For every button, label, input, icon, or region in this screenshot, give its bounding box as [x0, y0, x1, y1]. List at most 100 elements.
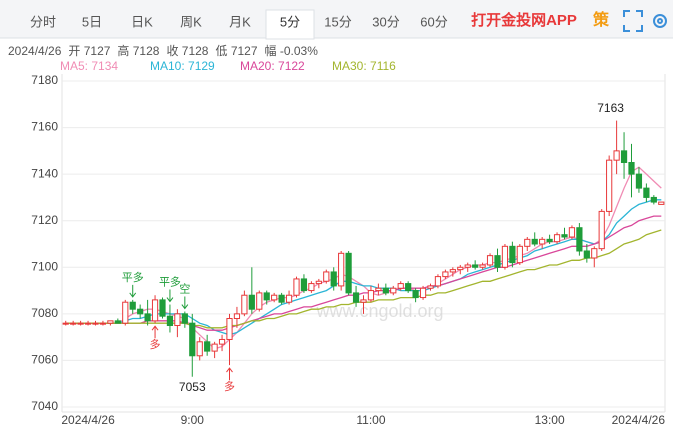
- candle-body: [405, 283, 412, 292]
- candle-body: [479, 264, 486, 268]
- tab[interactable]: 5分: [280, 14, 300, 29]
- candle-body: [606, 159, 613, 212]
- candle-body: [271, 294, 278, 301]
- candle-body: [129, 301, 136, 310]
- candle-body: [509, 245, 516, 264]
- candle-body: [84, 322, 92, 325]
- plot: 7040 7060 7080 7100 7120 7140 7160 7180 www.cngo…: [31, 73, 666, 427]
- candle-body: [189, 322, 196, 357]
- annotation-arrow: [151, 325, 159, 339]
- tab[interactable]: 月K: [229, 14, 251, 29]
- toolbar-bg: [0, 0, 673, 38]
- candle-body: [457, 266, 464, 271]
- strategy-button[interactable]: 策: [592, 10, 610, 29]
- candle-body: [449, 269, 456, 273]
- candle-body: [419, 287, 427, 299]
- candle-body: [501, 245, 509, 268]
- candle-body: [338, 252, 345, 287]
- tab[interactable]: 分时: [30, 14, 56, 29]
- candle-body: [643, 187, 650, 198]
- annotation-label: 空: [179, 281, 190, 295]
- candle-body: [300, 278, 308, 292]
- candle-body: [650, 196, 657, 203]
- candle-body: [99, 322, 107, 325]
- candle-body: [539, 238, 546, 245]
- candle-body: [464, 264, 471, 268]
- max-label: 7163: [597, 101, 624, 115]
- x-tick-label: 2024/4/26: [61, 413, 115, 427]
- candle-body: [62, 322, 69, 325]
- candle-body: [285, 294, 293, 303]
- candle-body: [122, 301, 129, 324]
- candle-body: [181, 313, 188, 324]
- candle-body: [233, 313, 241, 320]
- tab[interactable]: 周K: [180, 14, 202, 29]
- candle-body: [293, 278, 300, 296]
- tab[interactable]: 30分: [372, 14, 399, 29]
- tab-selected-bg: [265, 9, 315, 40]
- candle-body: [620, 150, 628, 164]
- y-tick-label: 7040: [31, 399, 58, 413]
- tab[interactable]: 日K: [131, 14, 153, 29]
- annotation-label: 多: [150, 337, 161, 351]
- settings-icon[interactable]: [653, 14, 667, 28]
- candle-body: [114, 320, 121, 324]
- candle-body: [427, 285, 434, 289]
- y-tick-label: 7160: [31, 120, 58, 134]
- y-tick-label: 7120: [31, 213, 58, 227]
- quote-item: 高 7128: [117, 43, 159, 58]
- quote-line: 2024/4/26 开 7127 高 7128 收 7128 低 7127 幅 -0.03…: [8, 43, 318, 58]
- candle-body: [568, 227, 576, 238]
- candle-body: [137, 308, 144, 315]
- candle-body: [345, 252, 352, 294]
- candle-body: [204, 341, 211, 352]
- tab[interactable]: 5日: [82, 14, 102, 29]
- min-label: 7053: [179, 380, 206, 394]
- candle-body: [360, 299, 367, 303]
- candle-body: [196, 341, 203, 357]
- y-tick-label: 7100: [31, 259, 58, 273]
- watermark: www.cngold.org: [315, 301, 443, 321]
- candle-body: [635, 173, 643, 189]
- candle-body: [598, 210, 605, 250]
- x-tick-label: 11:00: [356, 413, 385, 427]
- candle-body: [390, 287, 397, 294]
- candle-body: [397, 283, 404, 289]
- candle-body: [576, 227, 583, 252]
- candle-body: [256, 292, 263, 310]
- candle-body: [211, 343, 218, 352]
- annotation-arrow: [181, 296, 189, 310]
- legend-entry: MA5: 7134: [60, 59, 118, 73]
- candle-body: [77, 322, 84, 325]
- candle-body: [472, 264, 479, 268]
- candle-body: [278, 294, 285, 303]
- tab[interactable]: 15分: [324, 14, 351, 29]
- legend-entry: MA10: 7129: [150, 59, 215, 73]
- tabs: 分时 5日 日K 周K 月K 5分 15分 30分 60分: [30, 9, 448, 40]
- candle-body: [524, 238, 531, 247]
- y-tick-label: 7180: [31, 73, 58, 87]
- candle-body: [352, 292, 360, 303]
- candle-body: [613, 150, 620, 161]
- annotation-label: 多: [224, 379, 235, 393]
- candle-body: [434, 276, 442, 287]
- candle-body: [412, 290, 419, 299]
- candle-body: [323, 271, 330, 282]
- candle-body: [382, 287, 389, 294]
- candle-body: [516, 245, 523, 264]
- quote-item: 低 7127: [215, 44, 257, 58]
- app-link[interactable]: 打开金投网APP: [471, 11, 577, 29]
- candle-body: [330, 271, 337, 287]
- candle-body: [546, 238, 553, 243]
- quote-item: 开 7127: [68, 44, 110, 58]
- tab[interactable]: 60分: [420, 14, 447, 29]
- candle-body: [583, 250, 590, 259]
- fullscreen-icon[interactable]: [623, 10, 643, 32]
- candle-body: [174, 313, 181, 327]
- y-tick-label: 7080: [31, 306, 58, 320]
- candle-body: [107, 320, 114, 324]
- candle-body: [591, 248, 598, 259]
- candle-body: [486, 255, 494, 266]
- annotation-label: 平多: [159, 274, 181, 288]
- annotation-arrow: [166, 289, 174, 303]
